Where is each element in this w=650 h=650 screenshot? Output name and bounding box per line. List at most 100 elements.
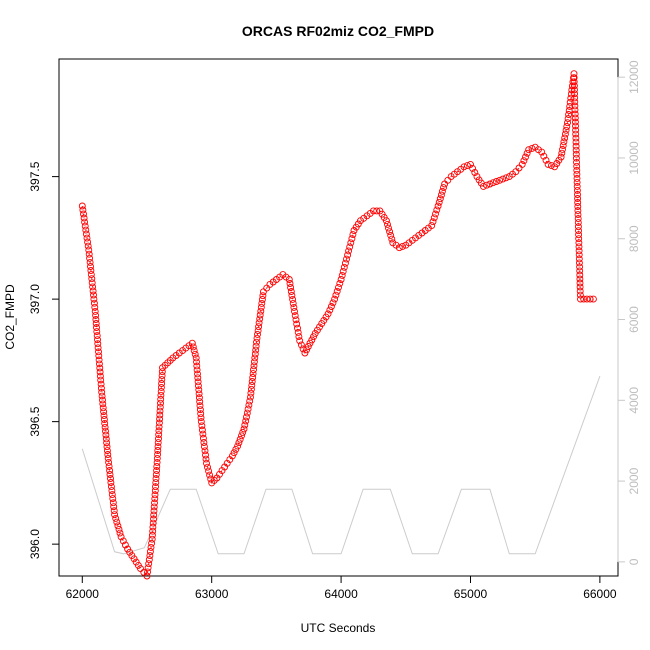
data-point (102, 427, 109, 435)
data-point (114, 522, 122, 530)
data-point (194, 382, 202, 390)
data-point (290, 303, 298, 311)
data-point (248, 378, 256, 385)
data-point (96, 372, 104, 380)
data-point (115, 525, 123, 533)
data-point (515, 164, 523, 172)
x-tick-label: 62000 (66, 587, 100, 601)
data-point (207, 475, 215, 483)
data-point (573, 174, 581, 182)
data-point (95, 360, 103, 368)
data-point (291, 307, 298, 315)
data-point (574, 195, 582, 202)
data-point (565, 111, 573, 118)
data-point (196, 402, 204, 410)
data-point (157, 383, 165, 391)
data-point (195, 386, 203, 394)
data-point (190, 347, 198, 355)
data-point (571, 94, 579, 102)
data-point (441, 180, 449, 188)
data-point (96, 368, 104, 376)
data-point (570, 82, 578, 90)
data-point (471, 169, 479, 176)
data-point (153, 454, 161, 462)
data-point (303, 346, 311, 354)
data-point (255, 319, 263, 327)
data-point (492, 178, 500, 185)
data-point (563, 123, 571, 130)
data-point (151, 491, 159, 499)
data-point (156, 407, 164, 415)
data-point (538, 148, 546, 156)
data-point (250, 366, 257, 374)
data-point (97, 380, 105, 388)
data-point (107, 479, 115, 486)
data-point (111, 511, 119, 519)
data-point (145, 560, 153, 568)
data-point (150, 503, 158, 511)
data-point (575, 259, 583, 267)
y-tick-label: 396.5 (28, 406, 42, 436)
data-point (254, 327, 262, 335)
data-point (143, 572, 151, 580)
data-point (151, 499, 158, 507)
data-point (333, 287, 341, 295)
data-point (196, 406, 204, 414)
right-tick-label: 0 (627, 558, 641, 565)
data-point (251, 350, 259, 358)
data-point (256, 315, 264, 323)
data-point (193, 366, 201, 374)
data-point (99, 396, 106, 404)
data-point (574, 207, 582, 215)
data-point (469, 164, 477, 172)
data-point (94, 340, 102, 348)
data-point (570, 70, 578, 78)
data-point (285, 276, 293, 283)
data-point (576, 267, 584, 275)
data-point (573, 162, 581, 170)
data-point (155, 419, 163, 427)
data-point (576, 263, 584, 271)
right-tick-label: 6000 (627, 306, 641, 333)
data-point (86, 258, 94, 266)
data-point (234, 442, 242, 450)
data-point (574, 203, 582, 210)
data-point (250, 362, 258, 370)
data-point (496, 176, 504, 184)
data-point (250, 358, 258, 366)
data-point (150, 507, 158, 515)
data-point (429, 218, 437, 226)
data-point (87, 267, 95, 274)
right-tick-label: 2000 (627, 467, 641, 494)
data-point (572, 138, 580, 146)
data-point (106, 467, 114, 474)
right-tick-label: 10000 (627, 141, 641, 175)
data-point (522, 153, 529, 161)
data-point (194, 378, 202, 386)
x-tick-label: 66000 (583, 587, 617, 601)
data-point (560, 138, 568, 146)
x-tick-label: 63000 (195, 587, 229, 601)
x-tick-label: 65000 (454, 587, 488, 601)
data-point (575, 243, 583, 251)
data-point (544, 160, 552, 168)
data-point (100, 412, 108, 420)
right-tick-label: 4000 (627, 387, 641, 414)
data-point (369, 207, 377, 215)
data-point (244, 405, 252, 413)
data-point (559, 142, 567, 150)
data-point (243, 409, 251, 417)
data-point (116, 529, 124, 537)
data-point (157, 391, 165, 399)
data-point (576, 287, 584, 295)
data-point (576, 271, 584, 279)
data-point (336, 279, 344, 287)
data-point (561, 130, 569, 138)
data-point (286, 280, 294, 287)
data-point (571, 106, 579, 114)
secondary-series-line (81, 375, 601, 555)
data-point (87, 271, 95, 279)
data-point (326, 306, 334, 314)
data-point (81, 218, 89, 226)
data-point (247, 393, 254, 401)
